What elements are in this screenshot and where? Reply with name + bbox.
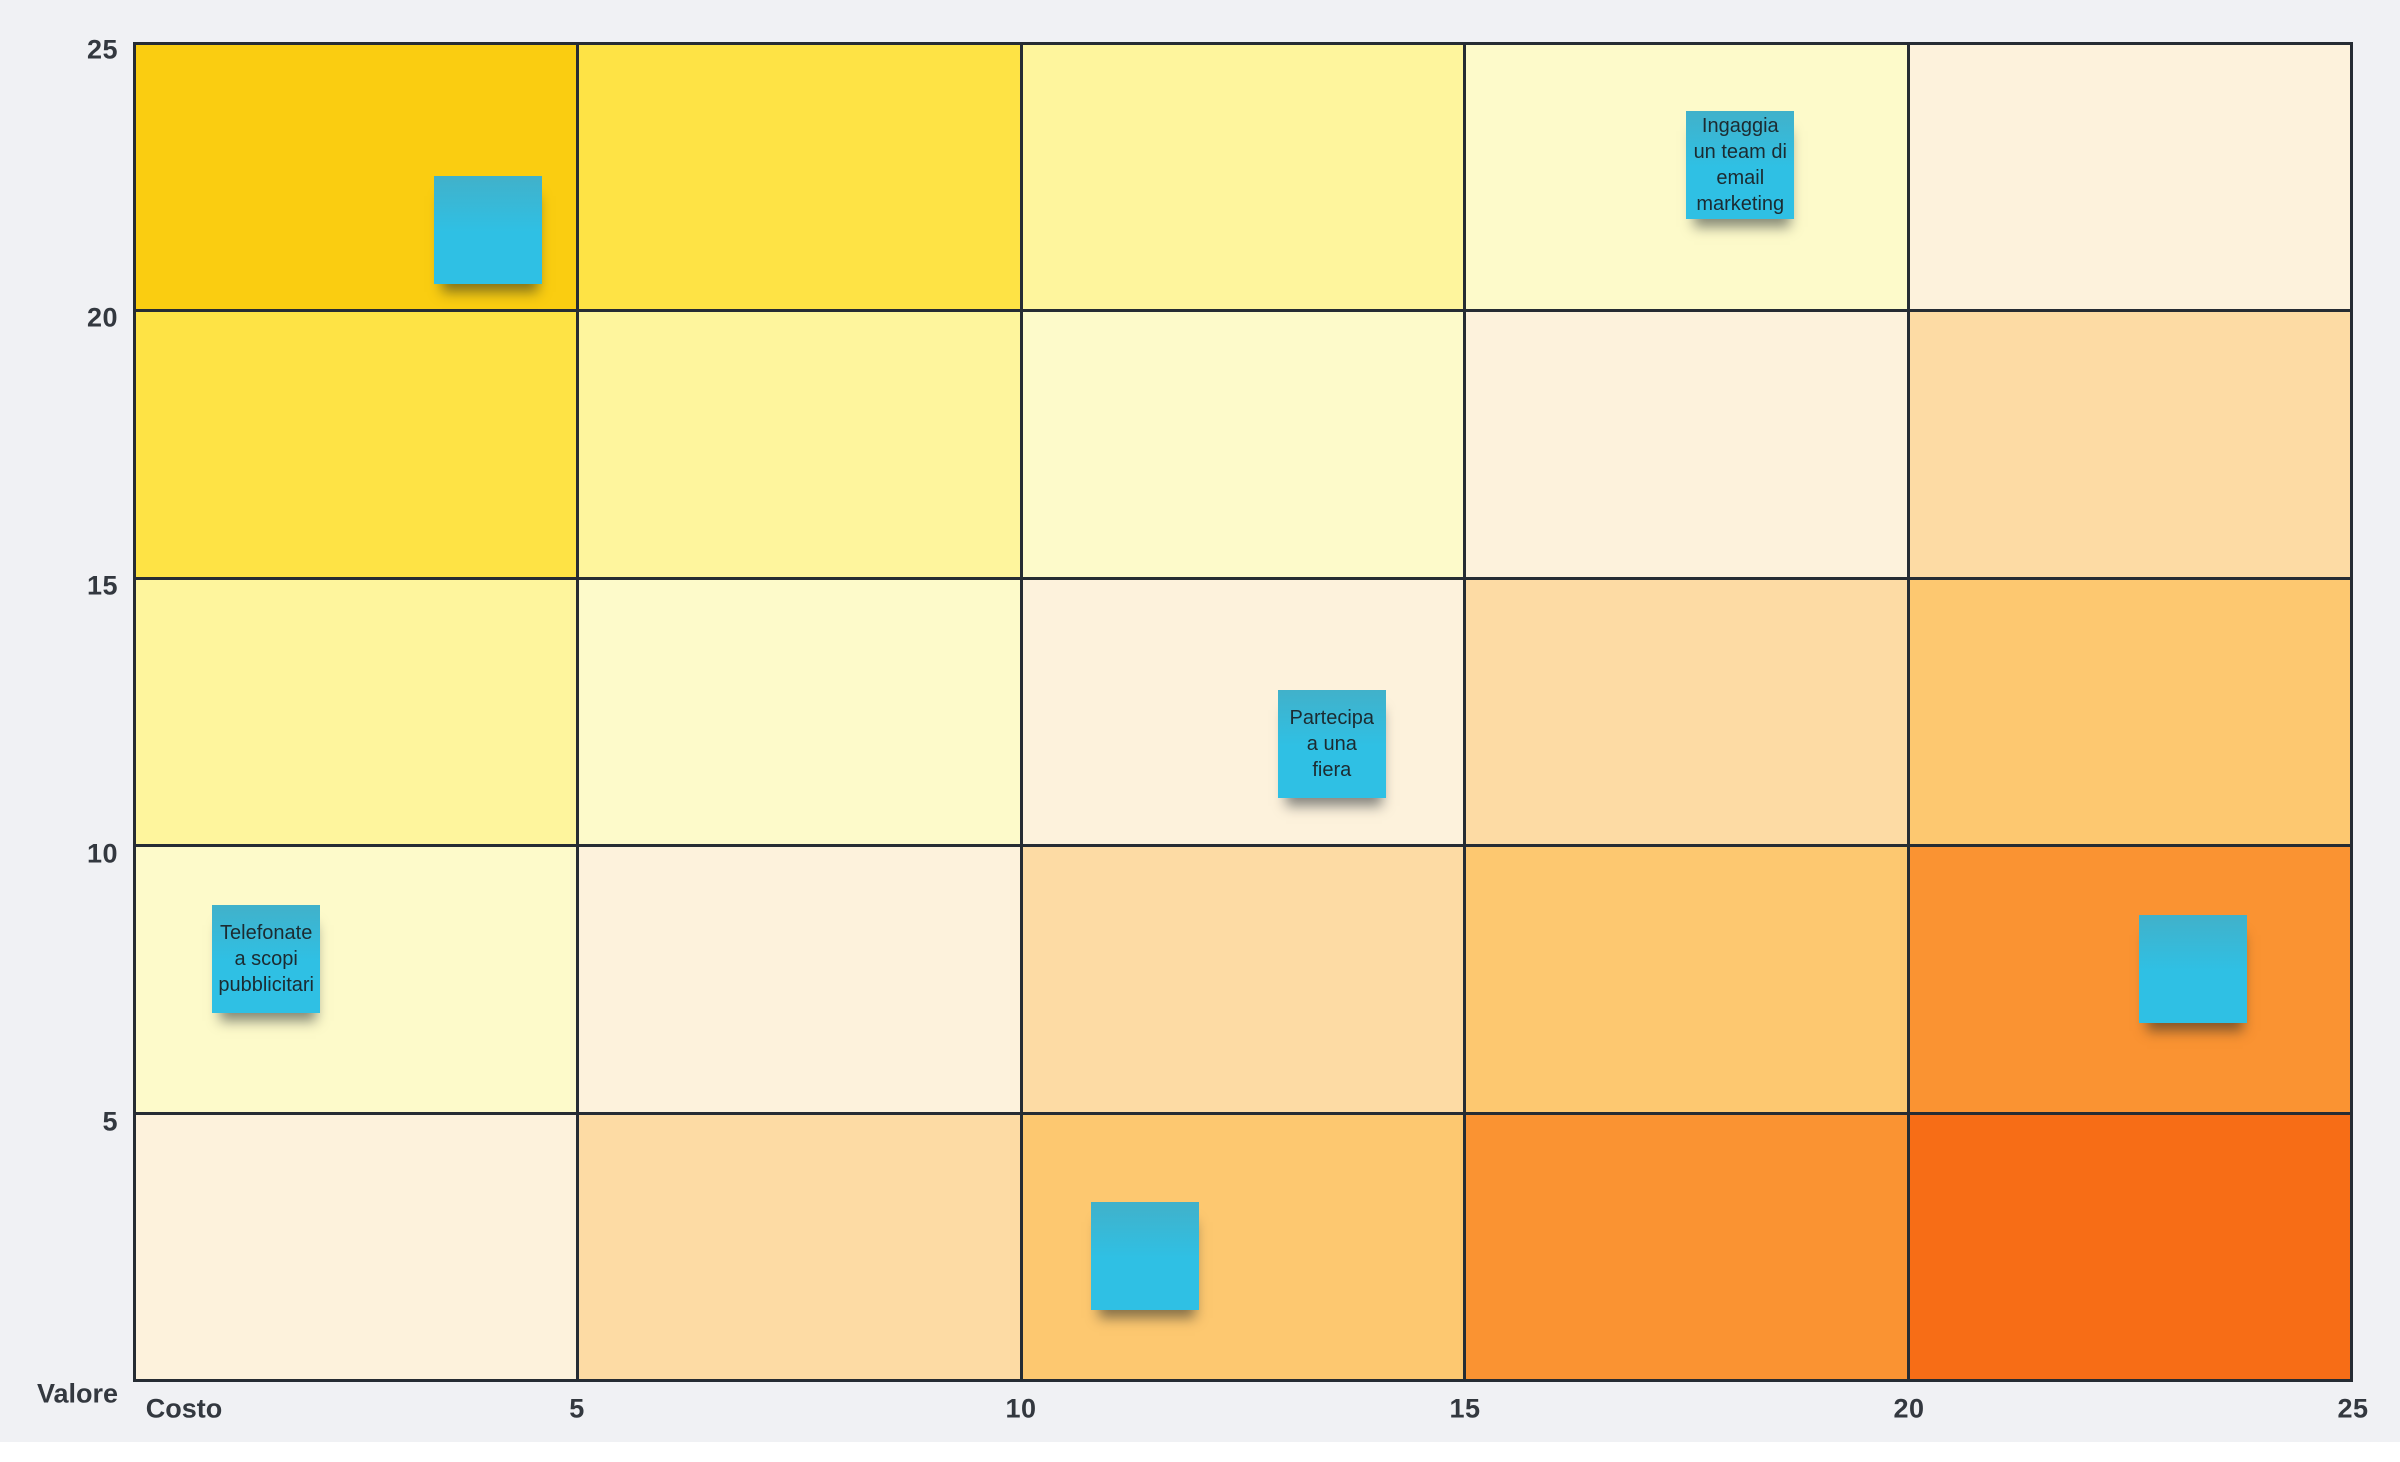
matrix-cell — [579, 579, 1020, 845]
matrix-cell — [1466, 847, 1907, 1112]
x-tick-label: 5 — [569, 1393, 585, 1424]
matrix-cell — [136, 579, 577, 845]
y-tick-label: 5 — [102, 1106, 118, 1137]
matrix-cell — [579, 1114, 1020, 1379]
sticky-note[interactable]: Partecipa a una fiera — [1277, 690, 1386, 799]
matrix-cell — [136, 312, 577, 577]
sticky-note[interactable]: Telefonate a scopi pubblicitari — [212, 904, 321, 1013]
matrix-cell — [1022, 847, 1464, 1112]
sticky-note[interactable] — [1091, 1202, 1200, 1311]
sticky-note[interactable] — [434, 175, 543, 284]
y-tick-label: 20 — [86, 302, 118, 333]
matrix-cell — [1022, 1114, 1464, 1379]
matrix-cell — [1909, 312, 2350, 577]
sticky-note[interactable] — [2139, 915, 2248, 1024]
matrix-cell — [579, 847, 1020, 1112]
matrix-cell — [1909, 579, 2350, 845]
sticky-note-text: Partecipa a una fiera — [1289, 707, 1375, 782]
x-tick-label: 10 — [1005, 1393, 1037, 1424]
y-tick-label: 10 — [86, 838, 118, 869]
matrix-cell — [1909, 1114, 2350, 1379]
sticky-note[interactable]: Ingaggia un team di email marketing — [1686, 111, 1795, 220]
sticky-note-text: Ingaggia un team di email marketing — [1693, 115, 1787, 216]
x-tick-label: 25 — [2337, 1393, 2369, 1424]
matrix-cell — [1466, 1114, 1907, 1379]
matrix-cell — [1466, 312, 1907, 577]
matrix-cell — [1909, 847, 2350, 1112]
y-axis-title: Valore — [36, 1378, 118, 1409]
matrix-cell — [579, 312, 1020, 577]
matrix-cell — [136, 847, 577, 1112]
y-tick-label: 15 — [86, 570, 118, 601]
matrix-cell — [1466, 579, 1907, 845]
matrix-cell — [1022, 45, 1464, 310]
matrix-cell — [579, 45, 1020, 310]
matrix-cell — [1022, 579, 1464, 845]
matrix-grid — [133, 42, 2353, 1382]
y-tick-label: 25 — [86, 34, 118, 65]
bottom-strip — [0, 1442, 2400, 1462]
matrix-cell — [1022, 312, 1464, 577]
matrix-cell — [136, 1114, 577, 1379]
x-tick-label: 15 — [1449, 1393, 1481, 1424]
x-axis-title: Costo — [145, 1393, 223, 1424]
matrix-cell — [1909, 45, 2350, 310]
sticky-note-text: Telefonate a scopi pubblicitari — [218, 921, 314, 996]
x-tick-label: 20 — [1893, 1393, 1925, 1424]
